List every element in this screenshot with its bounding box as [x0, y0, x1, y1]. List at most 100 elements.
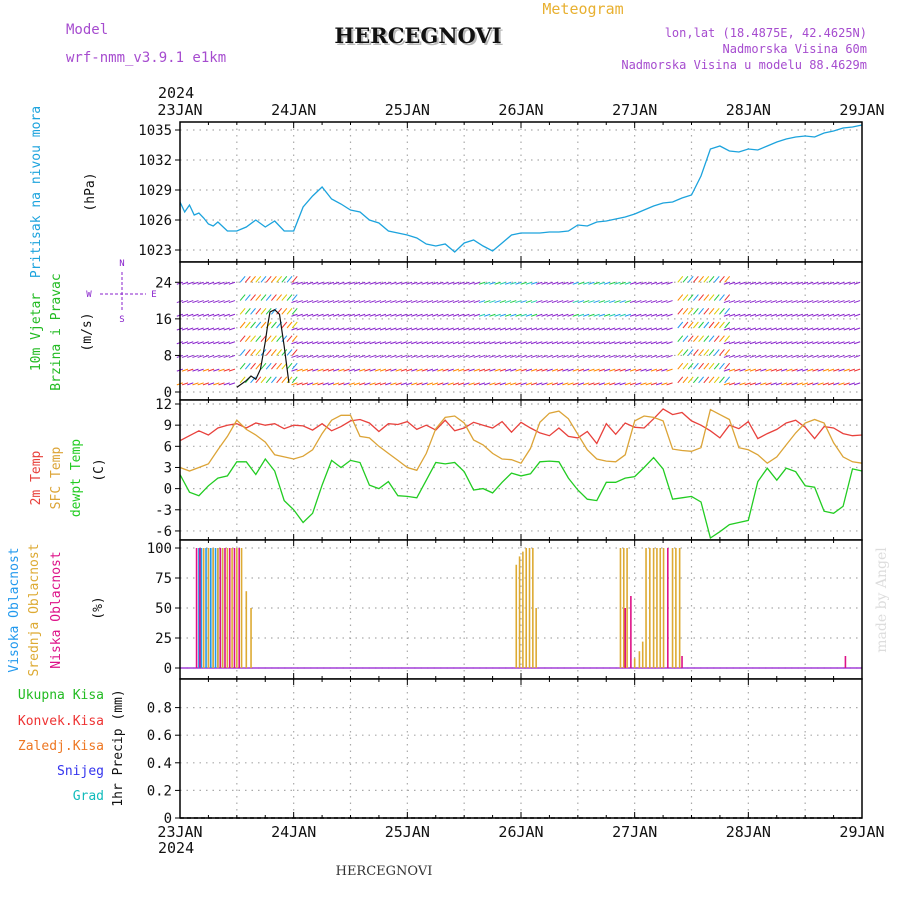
wind-barb — [416, 354, 423, 358]
x-tick-label-bottom: 25JAN — [385, 823, 430, 841]
wind-barb — [343, 327, 350, 331]
wind-barb — [624, 300, 632, 304]
wind-barb — [452, 300, 460, 304]
wind-barb — [693, 294, 699, 301]
wind-barb — [853, 368, 861, 372]
precip-axis-title: Ukupna Kisa Konvek.Kisa Zaledj.Kisa Snij… — [18, 688, 126, 807]
wind-barb — [598, 300, 605, 304]
wind-barb — [265, 376, 272, 384]
wind-barb — [719, 294, 725, 301]
wind-barb — [276, 349, 283, 356]
wind-barb — [250, 307, 256, 315]
wind-barb — [520, 341, 527, 345]
series-line-sfc-temp — [179, 408, 863, 472]
wind-barb — [583, 300, 590, 304]
wind-barb — [478, 354, 486, 358]
wind-barb — [744, 300, 751, 304]
wind-barb — [693, 376, 699, 384]
wind-barb — [202, 382, 210, 386]
wind-barb — [708, 362, 715, 370]
wind-barb — [223, 382, 230, 386]
wind-barb — [353, 354, 361, 358]
wind-barb — [598, 327, 605, 331]
wind-barb — [218, 327, 225, 331]
y-tick-label: 12 — [155, 397, 172, 413]
wind-barb — [286, 307, 293, 315]
wind-barb — [703, 335, 710, 343]
wind-barb — [400, 354, 408, 358]
wind-barb — [405, 368, 413, 372]
wind-barb — [431, 300, 439, 304]
wind-barb — [848, 281, 856, 285]
wind-barb — [530, 327, 538, 331]
wind-barb — [525, 300, 533, 304]
wind-barb — [666, 300, 673, 304]
wind-barb — [822, 281, 830, 285]
wind-barb — [645, 341, 652, 345]
wind-barb — [541, 382, 548, 386]
wind-barb — [708, 321, 715, 329]
wind-barb — [296, 382, 303, 386]
wind-barb — [426, 313, 434, 317]
x-tick-label-top: 29JAN — [839, 101, 884, 119]
wind-barb — [760, 368, 767, 372]
wind-barb — [197, 327, 204, 331]
wind-barb — [452, 341, 460, 345]
wind-barb — [504, 368, 512, 372]
wind-barb — [739, 281, 746, 285]
wind-barb — [682, 362, 689, 370]
wind-barb — [374, 382, 381, 386]
precip-legend-frozen: Zaledj.Kisa — [18, 739, 104, 754]
x-tick-label-top: 27JAN — [612, 101, 657, 119]
wind-barb — [359, 382, 366, 386]
y-tick-label: 75 — [155, 571, 172, 587]
wind-barb — [369, 281, 376, 285]
wind-barb — [624, 341, 632, 345]
wind-barb — [332, 300, 340, 304]
wind-barb — [239, 349, 246, 356]
wind-barb — [421, 313, 428, 317]
wind-barb — [228, 382, 236, 386]
wind-barb — [530, 341, 538, 345]
wind-barb — [536, 281, 543, 285]
wind-barb — [452, 327, 460, 331]
wind-barb — [271, 362, 277, 370]
wind-barb — [525, 327, 533, 331]
wind-barb — [801, 354, 809, 358]
wind-barb — [317, 327, 324, 331]
wind-barb — [437, 382, 444, 386]
wind-barb — [541, 354, 548, 358]
wind-barb — [223, 313, 230, 317]
y-tick-label: 0 — [164, 482, 172, 498]
wind-barb — [239, 275, 246, 283]
wind-barb — [723, 281, 731, 285]
wind-barb — [291, 368, 298, 372]
wind-barb — [822, 300, 830, 304]
wind-barb — [770, 300, 777, 304]
wind-barb — [431, 281, 439, 285]
wind-barb — [374, 300, 381, 304]
wind-barb — [421, 327, 428, 331]
wind-barb — [744, 313, 751, 317]
wind-barb — [728, 281, 736, 285]
wind-barb — [255, 307, 262, 315]
wind-barb — [260, 307, 267, 315]
wind-barb — [666, 368, 673, 372]
wind-barb — [452, 354, 460, 358]
wind-barb — [291, 354, 298, 358]
wind-barb — [484, 382, 491, 386]
wind-barb — [296, 341, 303, 345]
wind-barb — [187, 313, 194, 317]
wind-barb — [749, 382, 757, 386]
wind-barb — [645, 313, 652, 317]
wind-barb — [271, 335, 277, 343]
wind-barb — [317, 368, 324, 372]
wind-barb — [693, 321, 699, 329]
wind-barb — [421, 281, 428, 285]
pressure-ylabel-2: (hPa) — [83, 172, 98, 211]
wind-barb — [312, 281, 319, 285]
wind-barb — [843, 327, 850, 331]
wind-barb — [306, 327, 314, 331]
wind-barb — [775, 281, 783, 285]
wind-barb — [848, 300, 856, 304]
